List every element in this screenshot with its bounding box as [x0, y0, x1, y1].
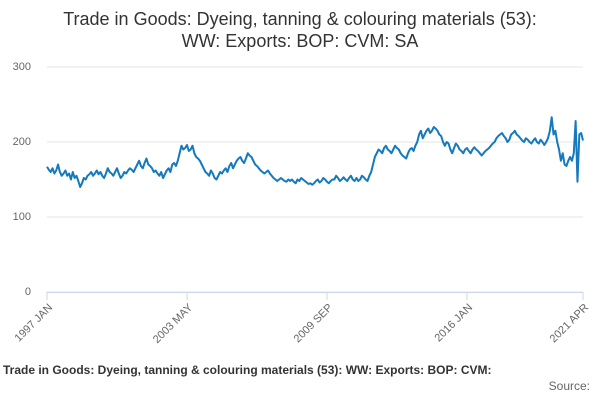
y-tick-label: 200	[13, 136, 31, 148]
y-tick-label: 100	[13, 211, 31, 223]
y-tick-label: 0	[25, 286, 31, 298]
source: Source:	[548, 379, 590, 393]
x-tick-label: 1997 JAN	[13, 302, 56, 345]
x-tick-label: 2021 APR	[548, 302, 592, 346]
x-tick-label: 2016 JAN	[432, 302, 475, 345]
x-tick-label: 2003 MAY	[151, 301, 196, 346]
y-tick-label: 300	[13, 61, 31, 73]
chart-title: Trade in Goods: Dyeing, tanning & colour…	[63, 9, 537, 51]
x-tick-label: 2009 SEP	[292, 302, 336, 346]
footer-title: Trade in Goods: Dyeing, tanning & colour…	[3, 363, 492, 377]
series-line	[46, 116, 584, 188]
